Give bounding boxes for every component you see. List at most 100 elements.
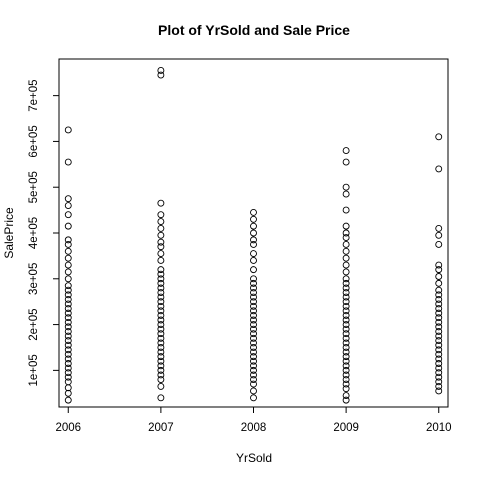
x-tick-label-2008: 2008	[241, 422, 267, 434]
data-point-2010-5	[435, 364, 443, 372]
data-point-2007-3	[157, 371, 165, 379]
data-point-2008-11	[250, 339, 257, 347]
data-point-2009-6	[342, 366, 350, 374]
data-point-2006-28	[64, 254, 72, 262]
data-point-2008-7	[250, 357, 257, 365]
data-point-2006-35	[64, 195, 72, 203]
data-point-2006-12	[64, 337, 72, 345]
data-point-2008-6	[250, 362, 257, 370]
data-point-2008-10	[250, 344, 257, 351]
data-point-2010-22	[435, 286, 443, 294]
data-point-2008-5	[250, 366, 257, 374]
data-point-2007-31	[157, 231, 165, 239]
data-point-2006-16	[64, 318, 72, 326]
data-point-2006-13	[64, 332, 72, 340]
data-point-2008-25	[250, 275, 257, 283]
data-point-2009-27	[342, 268, 350, 276]
data-point-2006-30	[64, 240, 72, 248]
data-point-2008-22	[250, 289, 257, 296]
data-point-2009-2	[342, 385, 350, 393]
data-point-2009-28	[342, 261, 350, 269]
data-point-2009-8	[342, 357, 350, 365]
data-point-2010-4	[435, 369, 443, 377]
data-point-2010-24	[435, 273, 443, 280]
data-point-2010-2	[435, 378, 443, 386]
data-point-2007-18	[157, 302, 165, 310]
data-point-2008-33	[250, 215, 257, 223]
data-point-2007-26	[157, 266, 165, 274]
y-tick-label-1e+05: 1e+05	[28, 354, 40, 386]
data-point-2010-0	[435, 387, 443, 395]
data-point-2006-19	[64, 305, 72, 313]
data-point-2009-26	[342, 275, 350, 283]
data-point-2009-9	[342, 353, 350, 361]
data-point-2008-12	[250, 334, 257, 342]
data-point-2006-1	[64, 389, 72, 397]
data-point-2006-20	[64, 300, 72, 308]
data-point-2007-0	[157, 394, 165, 402]
data-point-2010-1	[435, 382, 443, 390]
data-point-2009-20	[342, 302, 350, 310]
y-tick-label-4e+05: 4e+05	[28, 217, 40, 249]
data-point-2008-0	[250, 394, 257, 402]
data-point-2006-11	[64, 341, 72, 349]
data-point-2010-23	[435, 279, 443, 287]
data-point-2007-14	[157, 321, 165, 329]
data-point-2010-9	[435, 346, 443, 354]
data-point-2006-31	[64, 236, 72, 244]
data-point-2008-3	[250, 376, 257, 383]
data-point-2006-14	[64, 327, 72, 335]
data-point-2010-16	[435, 314, 443, 322]
data-point-2006-27	[64, 261, 72, 269]
data-point-2008-32	[250, 222, 257, 230]
data-point-2007-6	[157, 357, 165, 365]
data-point-2007-23	[157, 279, 165, 287]
data-point-2006-0	[64, 396, 72, 404]
data-point-2006-10	[64, 346, 72, 354]
data-point-2007-30	[157, 238, 165, 246]
data-point-2009-23	[342, 289, 350, 296]
data-point-2006-21	[64, 295, 72, 303]
data-point-2010-31	[435, 133, 443, 141]
data-point-2006-15	[64, 323, 72, 331]
data-point-2009-29	[342, 254, 350, 262]
data-points	[64, 66, 443, 404]
data-point-2009-30	[342, 247, 350, 255]
data-point-2010-12	[435, 332, 443, 340]
data-point-2007-28	[157, 250, 165, 258]
data-point-2007-24	[157, 275, 165, 283]
data-point-2009-0	[342, 396, 350, 404]
data-point-2009-21	[342, 298, 350, 306]
y-tick-label-7e+05: 7e+05	[28, 79, 40, 111]
data-point-2009-35	[342, 206, 350, 214]
data-point-2007-27	[157, 257, 165, 264]
data-point-2008-14	[250, 325, 257, 333]
data-point-2010-27	[435, 240, 443, 248]
y-tick-label-5e+05: 5e+05	[28, 171, 40, 203]
data-point-2010-14	[435, 323, 443, 331]
data-point-2010-28	[435, 231, 443, 239]
data-point-2008-19	[250, 302, 257, 310]
data-point-2010-7	[435, 355, 443, 363]
data-point-2006-18	[64, 309, 72, 317]
data-point-2007-12	[157, 330, 165, 338]
data-point-2009-39	[342, 147, 350, 155]
data-point-2008-17	[250, 311, 257, 319]
data-point-2010-8	[435, 350, 443, 358]
data-point-2009-17	[342, 316, 350, 324]
data-point-2010-18	[435, 305, 443, 313]
data-point-2006-8	[64, 355, 72, 363]
data-point-2010-11	[435, 337, 443, 345]
data-point-2010-3	[435, 373, 443, 381]
data-point-2007-34	[157, 211, 165, 219]
data-point-2007-10	[157, 339, 165, 347]
data-point-2008-26	[250, 266, 257, 274]
data-point-2008-21	[250, 293, 257, 301]
x-tick-label-2006: 2006	[55, 422, 81, 434]
data-point-2009-1	[342, 392, 350, 400]
data-point-2007-32	[157, 224, 165, 232]
y-tick-label-2e+05: 2e+05	[28, 308, 40, 340]
data-point-2008-15	[250, 321, 257, 329]
data-point-2008-23	[250, 284, 257, 292]
data-point-2008-29	[250, 240, 257, 248]
